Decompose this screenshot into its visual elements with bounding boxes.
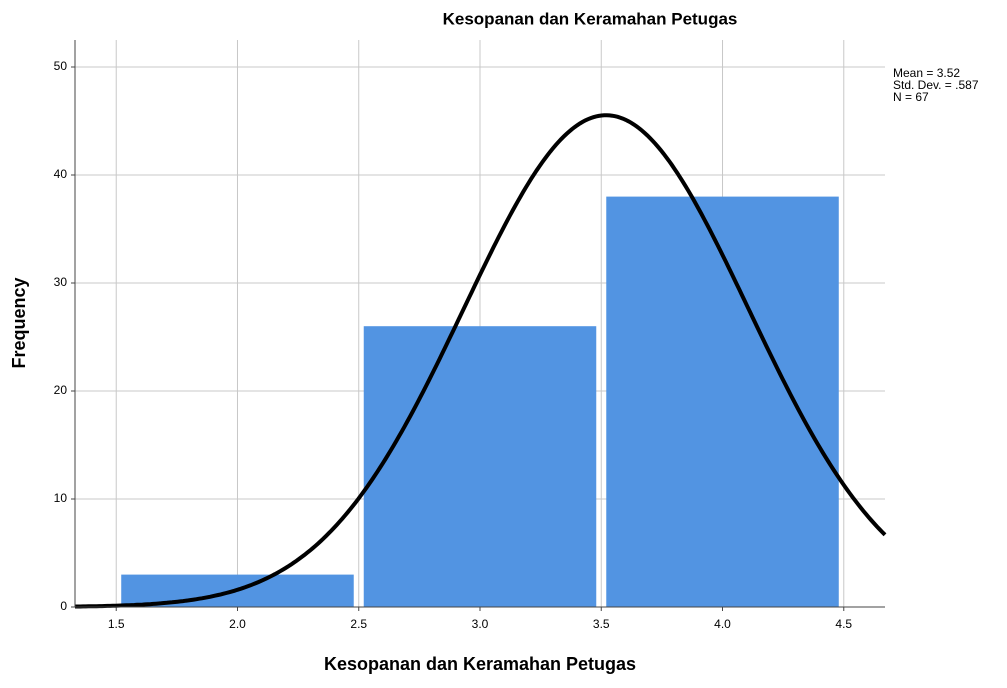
x-tick-label: 2.0 — [229, 617, 246, 631]
x-tick-label: 3.0 — [472, 617, 489, 631]
x-tick-label: 4.5 — [835, 617, 852, 631]
y-axis-label: Frequency — [9, 277, 29, 368]
x-tick-label: 3.5 — [593, 617, 610, 631]
y-tick-label: 30 — [54, 275, 68, 289]
y-tick-label: 40 — [54, 167, 68, 181]
stats-label: Std. Dev. = .587 — [893, 78, 979, 92]
x-tick-label: 4.0 — [714, 617, 731, 631]
y-tick-label: 10 — [54, 491, 68, 505]
bar — [606, 196, 839, 607]
x-axis-label: Kesopanan dan Keramahan Petugas — [324, 654, 636, 674]
bar — [363, 326, 597, 607]
chart-title: Kesopanan dan Keramahan Petugas — [443, 9, 738, 28]
stats-label: Mean = 3.52 — [893, 66, 960, 80]
y-tick-label: 20 — [54, 383, 68, 397]
y-tick-label: 0 — [60, 599, 67, 613]
normal-curve — [75, 113, 887, 609]
stats-label: N = 67 — [893, 90, 929, 104]
x-tick-label: 2.5 — [350, 617, 367, 631]
y-tick-label: 50 — [54, 59, 68, 73]
x-tick-label: 1.5 — [108, 617, 125, 631]
